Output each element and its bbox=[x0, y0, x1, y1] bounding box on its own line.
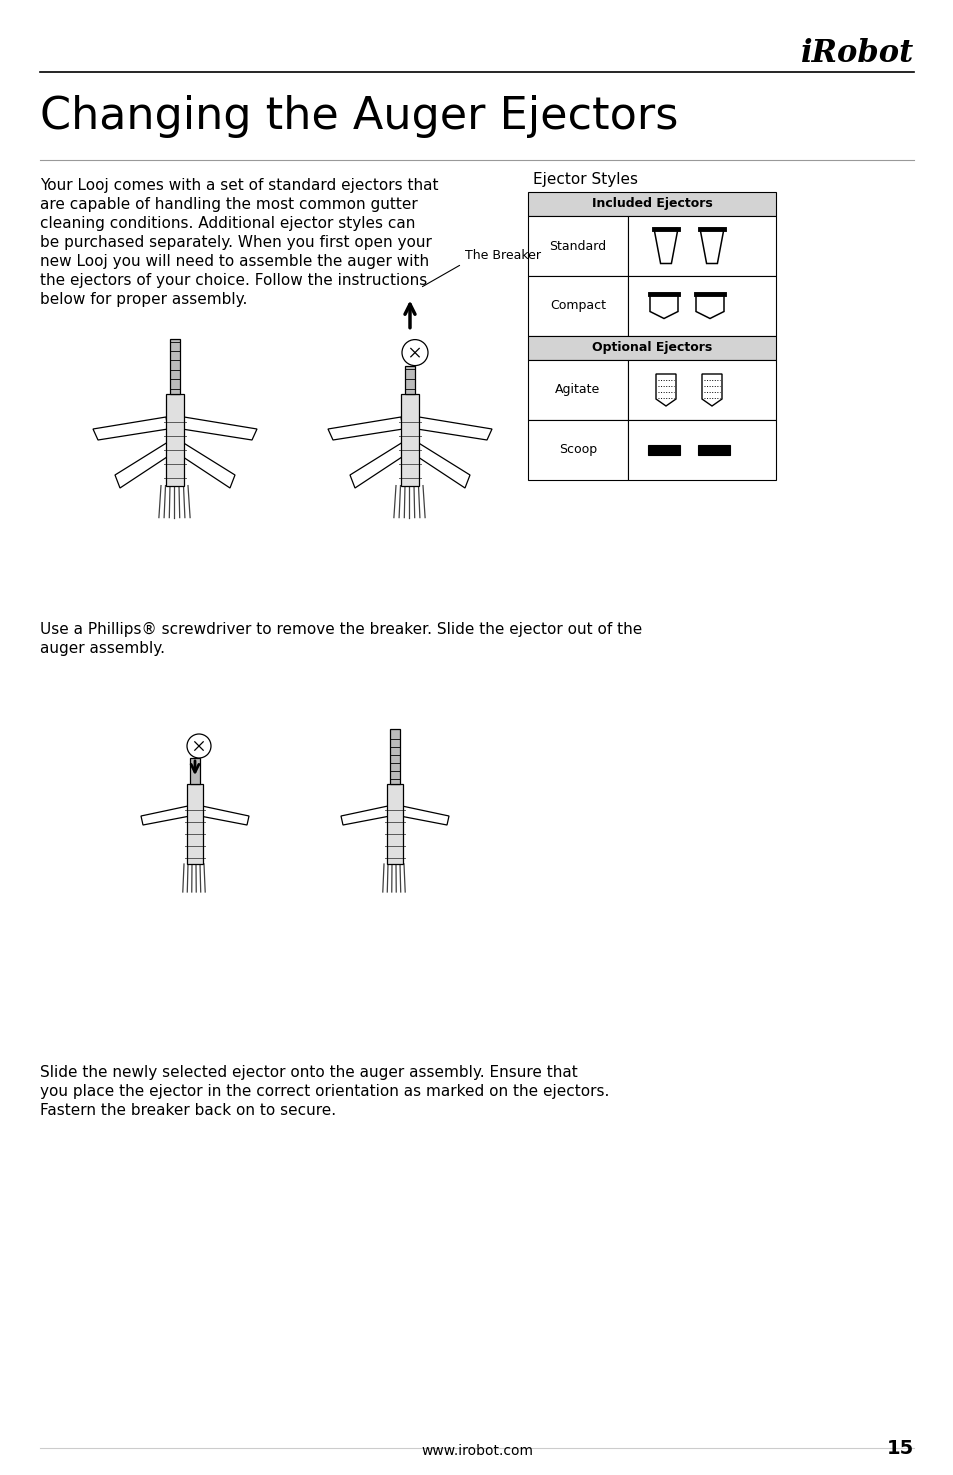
Polygon shape bbox=[416, 417, 492, 440]
Bar bbox=[527, 276, 627, 336]
Text: Changing the Auger Ejectors: Changing the Auger Ejectors bbox=[40, 94, 678, 139]
Polygon shape bbox=[654, 229, 678, 264]
Text: Your Looj comes with a set of standard ejectors that: Your Looj comes with a set of standard e… bbox=[40, 178, 438, 193]
Text: Fastern the breaker back on to secure.: Fastern the breaker back on to secure. bbox=[40, 1103, 335, 1118]
Text: Included Ejectors: Included Ejectors bbox=[591, 198, 712, 211]
Polygon shape bbox=[92, 417, 168, 440]
Bar bbox=[527, 420, 627, 479]
Text: new Looj you will need to assemble the auger with: new Looj you will need to assemble the a… bbox=[40, 254, 429, 268]
Circle shape bbox=[401, 339, 428, 366]
Bar bbox=[405, 366, 415, 394]
Bar bbox=[627, 215, 775, 276]
Polygon shape bbox=[340, 805, 390, 825]
Text: be purchased separately. When you first open your: be purchased separately. When you first … bbox=[40, 235, 432, 249]
Text: iRobot: iRobot bbox=[800, 38, 913, 69]
Text: Optional Ejectors: Optional Ejectors bbox=[591, 342, 711, 354]
Bar bbox=[627, 360, 775, 420]
Bar bbox=[527, 360, 627, 420]
Text: Ejector Styles: Ejector Styles bbox=[533, 173, 638, 187]
Bar bbox=[400, 394, 418, 485]
Bar bbox=[187, 785, 203, 864]
Text: cleaning conditions. Additional ejector styles can: cleaning conditions. Additional ejector … bbox=[40, 215, 415, 232]
Text: The Breaker: The Breaker bbox=[464, 249, 540, 263]
Polygon shape bbox=[700, 229, 723, 264]
Text: Compact: Compact bbox=[550, 299, 605, 313]
Text: below for proper assembly.: below for proper assembly. bbox=[40, 292, 247, 307]
Bar bbox=[390, 729, 399, 785]
Polygon shape bbox=[115, 442, 170, 488]
Bar bbox=[190, 758, 200, 785]
Text: Agitate: Agitate bbox=[555, 384, 600, 397]
Text: Slide the newly selected ejector onto the auger assembly. Ensure that: Slide the newly selected ejector onto th… bbox=[40, 1065, 578, 1080]
Text: www.irobot.com: www.irobot.com bbox=[420, 1444, 533, 1457]
Polygon shape bbox=[180, 442, 234, 488]
Polygon shape bbox=[182, 417, 256, 440]
Polygon shape bbox=[415, 442, 470, 488]
Bar bbox=[627, 420, 775, 479]
Polygon shape bbox=[649, 294, 678, 319]
Bar bbox=[627, 276, 775, 336]
Bar bbox=[527, 215, 627, 276]
Polygon shape bbox=[328, 417, 402, 440]
Circle shape bbox=[187, 735, 211, 758]
Bar bbox=[647, 445, 679, 454]
Text: Scoop: Scoop bbox=[558, 444, 597, 456]
Text: you place the ejector in the correct orientation as marked on the ejectors.: you place the ejector in the correct ori… bbox=[40, 1084, 609, 1099]
Polygon shape bbox=[200, 805, 249, 825]
Text: Standard: Standard bbox=[549, 239, 606, 252]
Bar bbox=[387, 785, 402, 864]
Polygon shape bbox=[701, 375, 721, 406]
Text: Use a Phillips® screwdriver to remove the breaker. Slide the ejector out of the: Use a Phillips® screwdriver to remove th… bbox=[40, 622, 641, 637]
Polygon shape bbox=[141, 805, 190, 825]
Text: auger assembly.: auger assembly. bbox=[40, 642, 165, 656]
Polygon shape bbox=[399, 805, 449, 825]
Bar bbox=[170, 339, 180, 394]
Bar bbox=[527, 336, 775, 360]
Bar bbox=[527, 192, 775, 215]
Text: are capable of handling the most common gutter: are capable of handling the most common … bbox=[40, 198, 417, 212]
Polygon shape bbox=[696, 294, 723, 319]
Polygon shape bbox=[350, 442, 405, 488]
Bar bbox=[166, 394, 184, 485]
Text: the ejectors of your choice. Follow the instructions: the ejectors of your choice. Follow the … bbox=[40, 273, 427, 288]
Text: 15: 15 bbox=[886, 1440, 913, 1457]
Polygon shape bbox=[656, 375, 676, 406]
Bar bbox=[698, 445, 729, 454]
